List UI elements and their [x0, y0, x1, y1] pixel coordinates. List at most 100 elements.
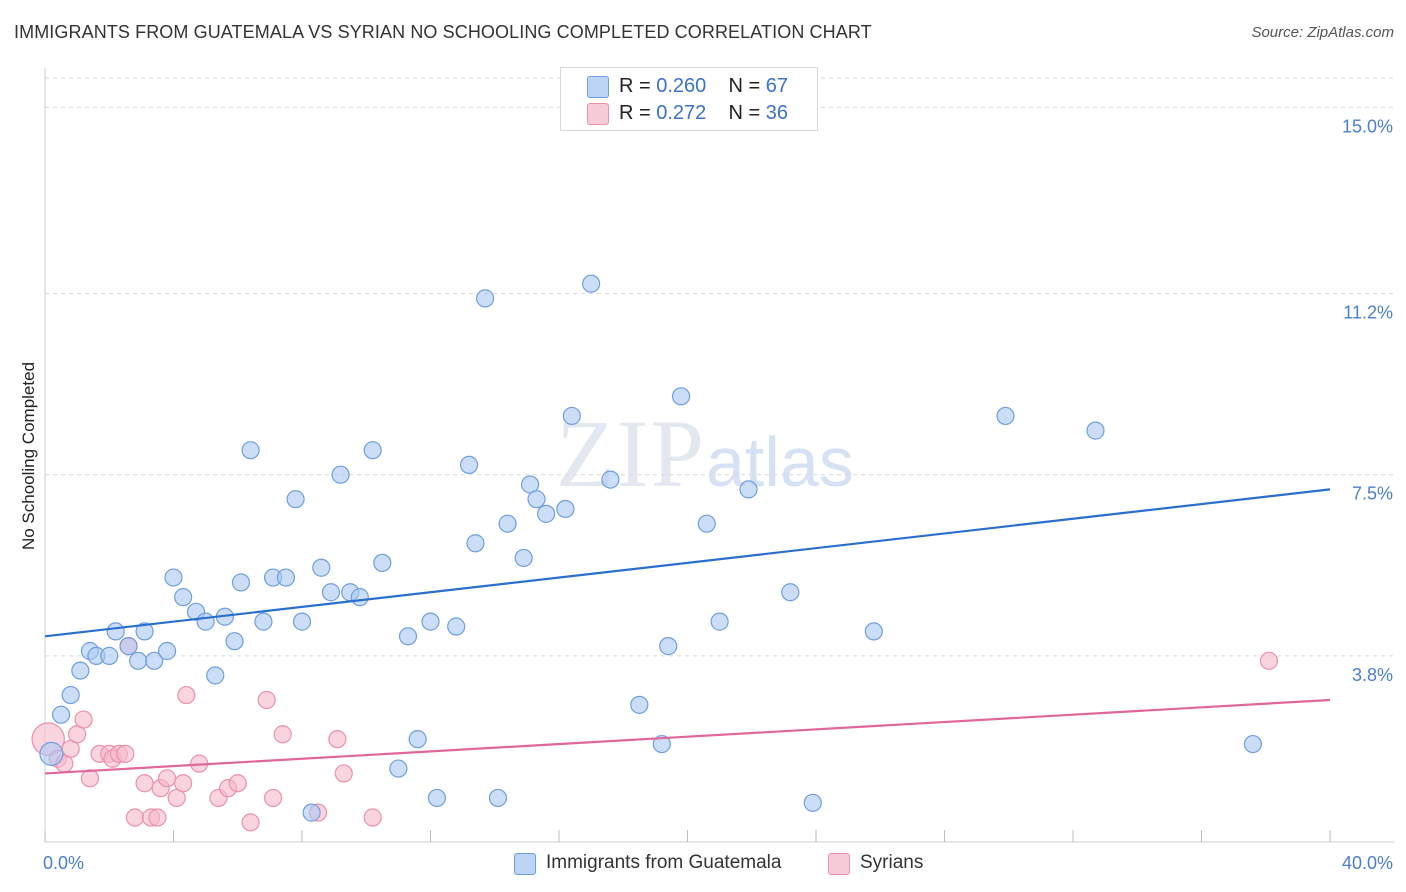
syrians-trend-line [44, 698, 1331, 775]
guatemala-point [1243, 734, 1263, 754]
guatemala-point [562, 406, 581, 426]
guatemala-point [276, 568, 296, 587]
guatemala-point [389, 759, 408, 778]
guatemala-point [659, 637, 678, 656]
legend-r-value: 0.272 [656, 102, 707, 124]
y-tick-label: 11.2% [1343, 302, 1393, 322]
syrians-point [273, 725, 292, 744]
syrians-point [157, 769, 177, 788]
guatemala-point [51, 705, 71, 724]
guatemala-point [476, 289, 495, 308]
legend-n-value: 67 [765, 75, 789, 97]
syrians-point [328, 730, 347, 749]
guatemala-point [254, 612, 273, 631]
guatemala-point [398, 627, 418, 646]
guatemala-point [652, 734, 671, 754]
guatemala-point [231, 573, 251, 592]
syrians-point [241, 813, 260, 832]
y-tick-label: 3.8% [1352, 665, 1393, 685]
guatemala-point [514, 548, 533, 568]
guatemala-point [488, 788, 508, 808]
guatemala-point [164, 568, 183, 587]
syrians-point [363, 808, 382, 827]
guatemala-point [803, 793, 822, 812]
guatemala-point [373, 553, 392, 572]
x-tick-label: 40.0% [1342, 853, 1393, 873]
legend-swatch-guatemala [587, 76, 609, 98]
guatemala-point [996, 406, 1015, 426]
axes [44, 68, 1394, 843]
bottom-legend-swatch-syrians [828, 853, 850, 875]
syrians-point [125, 808, 145, 827]
chart-source: Source: ZipAtlas.com [1251, 24, 1394, 41]
y-axis-label: No Schooling Completed [19, 362, 38, 550]
trend-lines [44, 488, 1331, 775]
grid [45, 77, 1394, 657]
watermark: ZIPatlas [556, 398, 854, 509]
guatemala-point [1086, 421, 1105, 440]
tick-labels: 3.8% 7.5% 11.2% 15.0% 0.0% 40.0% [43, 116, 1393, 873]
bottom-legend-label-syrians: Syrians [860, 852, 924, 873]
bottom-legend-swatch-guatemala [514, 853, 536, 875]
guatemala-point [427, 788, 447, 808]
guatemala-point [39, 741, 64, 766]
chart-title: IMMIGRANTS FROM GUATEMALA VS SYRIAN NO S… [14, 22, 872, 42]
guatemala-point [710, 612, 729, 631]
guatemala-point [447, 617, 466, 636]
guatemala-point [312, 558, 331, 577]
x-tick-label: 0.0% [43, 853, 84, 873]
legend: R = 0.260 N = 67 R = 0.272 N = 36 [560, 67, 818, 131]
guatemala-point [630, 695, 649, 714]
guatemala-point [321, 583, 341, 602]
syrians-point [74, 710, 93, 729]
guatemala-point [145, 651, 164, 670]
guatemala-point [864, 622, 883, 641]
guatemala-point [119, 637, 138, 656]
legend-r-label: R = [619, 102, 651, 124]
syrians-point [174, 774, 193, 793]
legend-n-label: N = [728, 75, 761, 97]
syrians-point [228, 774, 247, 793]
guatemala-point [100, 646, 119, 665]
syrians-point [177, 685, 196, 705]
guatemala-point [302, 803, 321, 822]
guatemala-point [206, 666, 225, 685]
legend-text-syrians: R = 0.272 N = 36 [619, 102, 788, 125]
guatemala-point [556, 499, 575, 519]
guatemala-point [286, 490, 305, 509]
guatemala-point [129, 651, 148, 670]
y-tick-label: 7.5% [1352, 484, 1393, 504]
syrians-point [135, 774, 154, 793]
watermark-atlas: atlas [706, 423, 854, 501]
guatemala-point [106, 622, 125, 641]
guatemala-point [498, 514, 517, 533]
legend-r-label: R = [619, 75, 651, 97]
legend-swatch-syrians [587, 103, 609, 125]
guatemala-point [363, 441, 382, 460]
guatemala-point [174, 588, 193, 607]
guatemala-point [671, 387, 691, 406]
legend-n-label: N = [728, 102, 761, 124]
guatemala-point [135, 622, 154, 641]
guatemala-point [61, 685, 80, 705]
guatemala-points [39, 274, 1263, 822]
legend-r-value: 0.260 [656, 75, 707, 97]
syrians-point [80, 769, 100, 788]
guatemala-point [196, 612, 215, 631]
guatemala-point [225, 632, 244, 651]
syrians-point [334, 764, 353, 783]
guatemala-point [292, 612, 312, 631]
guatemala-point [781, 583, 800, 602]
syrians-point [257, 690, 276, 710]
guatemala-point [408, 730, 427, 749]
bottom-legend-label-guatemala: Immigrants from Guatemala [546, 852, 782, 873]
syrians-point [1259, 651, 1279, 670]
guatemala-point [421, 612, 440, 631]
legend-n-value: 36 [765, 102, 789, 124]
guatemala-trend-line [44, 488, 1331, 638]
guatemala-point [459, 455, 479, 474]
guatemala-point [157, 641, 177, 661]
syrians-point [116, 744, 135, 763]
guatemala-point [537, 504, 556, 523]
legend-text-guatemala: R = 0.260 N = 67 [619, 75, 788, 98]
